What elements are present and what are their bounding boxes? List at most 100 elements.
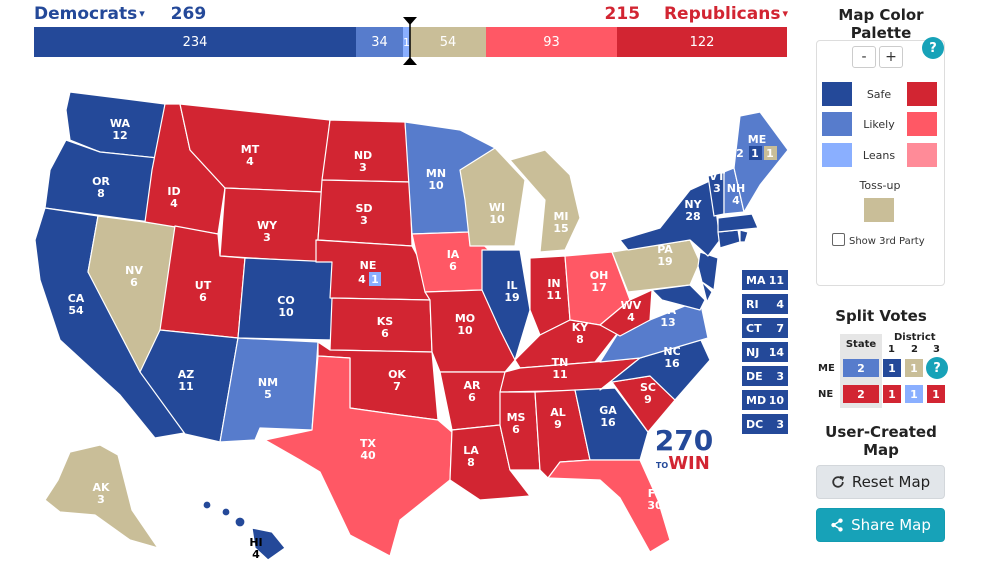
me-row-label: ME — [818, 363, 835, 374]
ne-district-1-vote[interactable]: 1 — [883, 385, 901, 403]
ev-ms: 6 — [512, 423, 520, 436]
ev-ia: 6 — [449, 260, 457, 273]
share-map-label: Share Map — [851, 516, 931, 534]
small-state-ma[interactable]: MA 11 — [742, 270, 788, 290]
small-state-ri[interactable]: RI 4 — [742, 294, 788, 314]
ev-ne: 4 — [358, 273, 366, 286]
swatch-leans-rep[interactable] — [907, 143, 937, 167]
ev-or: 8 — [97, 187, 105, 200]
ne-row-label: NE — [818, 389, 834, 400]
color-palette-panel — [816, 40, 945, 286]
ev-tx: 40 — [360, 449, 376, 462]
small-state-md[interactable]: MD 10 — [742, 390, 788, 410]
label-ar: AR — [464, 379, 482, 392]
label-ok: OK — [388, 368, 406, 381]
label-il: IL — [506, 279, 517, 292]
small-state-ct[interactable]: CT 7 — [742, 318, 788, 338]
ev-wy: 3 — [263, 231, 271, 244]
ne-district-3-vote[interactable]: 1 — [927, 385, 945, 403]
ev-mn: 10 — [428, 179, 444, 192]
ev-nd: 3 — [359, 161, 367, 174]
show-third-party-label: Show 3rd Party — [849, 236, 925, 247]
likely-label: Likely — [863, 118, 895, 131]
label-ut: UT — [195, 279, 212, 292]
state-pa — [611, 239, 701, 293]
refresh-icon — [832, 475, 844, 488]
swatch-likely-rep[interactable] — [907, 112, 937, 136]
ev-ar: 6 — [468, 391, 476, 404]
state-wv — [599, 289, 653, 337]
caret-down-icon[interactable]: ▾ — [139, 7, 145, 20]
small-state-nj[interactable]: NJ 14 — [742, 342, 788, 362]
electoral-totals-bar: 234 34 1 54 93 122 — [34, 27, 787, 57]
swatch-tossup[interactable] — [864, 198, 894, 222]
label-tn: TN — [552, 356, 569, 369]
me-district-2-vote[interactable]: 1 — [905, 359, 923, 377]
me-district-2-box — [764, 146, 777, 160]
us-electoral-map[interactable]: WA 12 OR 8 CA 54 NV 6 ID 4 MT 4 WY 3 UT … — [0, 70, 810, 577]
label-ia: IA — [447, 248, 460, 261]
state-wi — [459, 147, 526, 247]
ev-tn: 11 — [552, 368, 567, 381]
ev-fl: 30 — [647, 499, 663, 512]
palette-help-icon[interactable]: ? — [922, 37, 944, 59]
reset-map-button[interactable]: Reset Map — [816, 465, 945, 499]
ev-sd: 3 — [360, 214, 368, 227]
state-col-header: State — [840, 334, 882, 354]
bar-likely-dem: 34 — [356, 27, 403, 57]
me-district-1-box — [749, 146, 762, 160]
swatch-safe-dem[interactable] — [822, 82, 852, 106]
republicans-header[interactable]: 215 Republicans ▾ — [605, 4, 788, 24]
state-ri — [739, 229, 749, 243]
republicans-total: 215 — [604, 4, 641, 24]
me-district-1-vote[interactable]: 1 — [883, 359, 901, 377]
ne-district-2-vote[interactable]: 1 — [905, 385, 923, 403]
ne-state-vote[interactable]: 2 — [843, 385, 879, 403]
district-col-header: District — [894, 332, 936, 343]
ev-mi: 15 — [553, 222, 568, 235]
state-me — [733, 111, 789, 213]
ev-nv: 6 — [130, 276, 138, 289]
district-1-header: 1 — [888, 344, 895, 355]
split-votes-help-icon[interactable]: ? — [926, 357, 948, 379]
label-ca: CA — [68, 292, 85, 305]
state-de — [701, 281, 713, 303]
user-map-title: User-Created Map — [825, 423, 937, 459]
label-pa: PA — [657, 243, 673, 256]
share-map-button[interactable]: Share Map — [816, 508, 945, 542]
democrats-label[interactable]: Democrats — [34, 4, 138, 24]
show-third-party-checkbox[interactable] — [832, 233, 845, 246]
state-ma — [717, 213, 759, 233]
democrats-header[interactable]: Democrats ▾ 269 — [34, 4, 206, 24]
me-state-vote[interactable]: 2 — [843, 359, 879, 377]
label-mi: MI — [553, 210, 568, 223]
label-nm: NM — [258, 376, 278, 389]
zoom-minus-button[interactable]: - — [852, 46, 876, 68]
small-state-de[interactable]: DE 3 — [742, 366, 788, 386]
label-ne: NE — [360, 259, 377, 272]
270towin-logo: 270 TO WIN — [656, 424, 712, 472]
ev-wv: 4 — [627, 311, 635, 324]
caret-down-icon[interactable]: ▾ — [782, 7, 788, 20]
ev-me-cd1: 1 — [751, 147, 759, 160]
svg-text:TO: TO — [656, 461, 668, 470]
swatch-safe-rep[interactable] — [907, 82, 937, 106]
ev-mt: 4 — [246, 155, 254, 168]
label-ny: NY — [684, 198, 702, 211]
label-ak: AK — [92, 481, 110, 494]
swatch-leans-dem[interactable] — [822, 143, 852, 167]
label-sd: SD — [355, 202, 372, 215]
label-mn: MN — [426, 167, 446, 180]
ev-in: 11 — [546, 289, 561, 302]
state-nj — [697, 251, 719, 291]
zoom-plus-button[interactable]: + — [879, 46, 903, 68]
ev-ky: 8 — [576, 333, 584, 346]
republicans-label[interactable]: Republicans — [663, 4, 781, 24]
ev-nh: 4 — [732, 194, 740, 207]
share-icon — [831, 518, 843, 532]
swatch-likely-dem[interactable] — [822, 112, 852, 136]
small-state-dc[interactable]: DC 3 — [742, 414, 788, 434]
label-me: ME — [748, 133, 766, 146]
ev-hi: 4 — [252, 548, 260, 561]
270-midpoint-marker-icon[interactable] — [403, 17, 417, 65]
